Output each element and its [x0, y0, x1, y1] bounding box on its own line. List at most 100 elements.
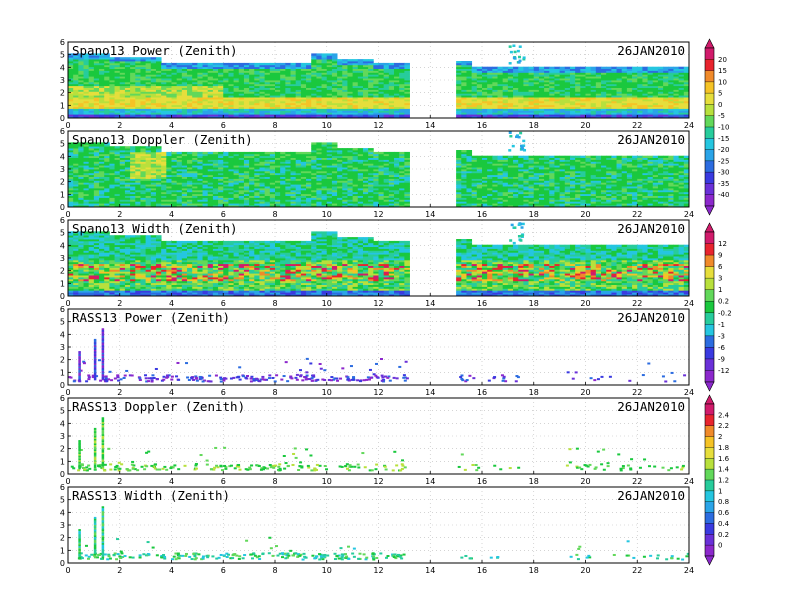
heatmap-cell [119, 163, 126, 166]
heatmap-cell [254, 167, 260, 170]
heatmap-cell [533, 80, 540, 83]
heatmap-cell [104, 93, 110, 96]
heatmap-cell [171, 201, 178, 204]
heatmap-cell [171, 189, 178, 193]
heatmap-cell [99, 153, 105, 157]
heatmap-cell [461, 68, 467, 71]
heatmap-cell [109, 70, 115, 73]
heatmap-cell [482, 93, 488, 96]
heatmap-cell [171, 157, 178, 160]
heatmap-cell [223, 174, 229, 177]
heatmap-cell [518, 110, 524, 113]
heatmap-cell [119, 193, 126, 196]
heatmap-cell [595, 102, 602, 106]
heatmap-cell [181, 184, 188, 187]
heatmap-cell [124, 74, 131, 77]
heatmap-cell [223, 91, 229, 94]
heatmap-cell [311, 189, 317, 193]
heatmap-cell [476, 93, 483, 96]
heatmap-cell [83, 201, 90, 204]
heatmap-cell [352, 99, 359, 102]
heatmap-cell [145, 170, 152, 174]
heatmap-cell [171, 114, 178, 117]
heatmap-cell [321, 201, 328, 204]
heatmap-cell [321, 182, 328, 185]
heatmap-cell [140, 176, 147, 179]
heatmap-cell [368, 64, 374, 68]
heatmap-cell [290, 184, 297, 187]
heatmap-cell [331, 62, 338, 66]
heatmap-cell [321, 191, 328, 195]
heatmap-cell [306, 64, 312, 68]
heatmap-cell [383, 93, 390, 96]
heatmap-cell [93, 64, 100, 68]
heatmap-cell [373, 102, 379, 106]
heatmap-cell [362, 64, 369, 68]
heatmap-cell [290, 205, 297, 207]
heatmap-cell [290, 153, 297, 157]
heatmap-cell [264, 93, 271, 96]
heatmap-cell [114, 93, 121, 96]
heatmap-cell [549, 81, 555, 85]
heatmap-cell [632, 114, 638, 117]
heatmap-cell [280, 157, 286, 160]
heatmap-cell [228, 85, 234, 88]
heatmap-cell [140, 66, 147, 69]
y-tick-label: 2 [60, 89, 65, 98]
heatmap-cell [68, 161, 74, 164]
heatmap-cell [166, 104, 172, 107]
heatmap-cell [295, 163, 302, 166]
heatmap-cell [352, 85, 359, 88]
heatmap-cell [663, 99, 669, 102]
heatmap-cell [202, 191, 209, 195]
heatmap-cell [130, 74, 136, 77]
heatmap-cell [192, 195, 198, 198]
heatmap-cell [233, 102, 240, 106]
heatmap-cell [192, 64, 198, 68]
heatmap-cell [383, 87, 390, 90]
heatmap-cell [311, 100, 317, 104]
heatmap-cell [135, 165, 141, 168]
heatmap-cell [544, 110, 550, 113]
heatmap-cell [502, 68, 509, 71]
heatmap-cell [326, 72, 333, 75]
heatmap-cell [119, 197, 126, 200]
heatmap-cell [295, 85, 302, 88]
heatmap-cell [533, 83, 540, 87]
heatmap-cell [212, 116, 219, 118]
heatmap-cell [523, 102, 529, 106]
heatmap-cell [109, 167, 115, 170]
heatmap-cell [212, 100, 219, 104]
heatmap-cell [109, 180, 115, 183]
heatmap-cell [280, 91, 286, 94]
heatmap-cell [228, 64, 234, 68]
heatmap-cell [295, 157, 302, 160]
heatmap-cell [197, 72, 203, 75]
heatmap-cell [611, 93, 617, 96]
heatmap-cell [88, 151, 95, 155]
heatmap-cell [218, 81, 224, 85]
heatmap-cell [78, 61, 84, 64]
heatmap-cell [683, 110, 689, 113]
heatmap-cell [280, 188, 286, 191]
heatmap-cell [580, 72, 586, 75]
heatmap-cell [140, 114, 147, 117]
heatmap-cell [155, 104, 162, 107]
heatmap-cell [218, 72, 224, 75]
heatmap-cell [642, 110, 648, 113]
heatmap-cell [104, 53, 110, 56]
heatmap-cell [218, 195, 224, 198]
heatmap-cell [73, 102, 79, 106]
heatmap-cell [295, 191, 302, 195]
heatmap-cell [554, 87, 561, 90]
heatmap-cell [585, 108, 592, 111]
heatmap-cell [606, 76, 612, 79]
heatmap-cell [337, 114, 343, 117]
heatmap-cell [207, 165, 214, 168]
heatmap-cell [166, 195, 172, 198]
heatmap-cell [580, 70, 586, 73]
heatmap-cell [394, 87, 400, 90]
heatmap-cell [155, 176, 162, 179]
heatmap-cell [326, 76, 333, 79]
heatmap-cell [114, 151, 121, 155]
